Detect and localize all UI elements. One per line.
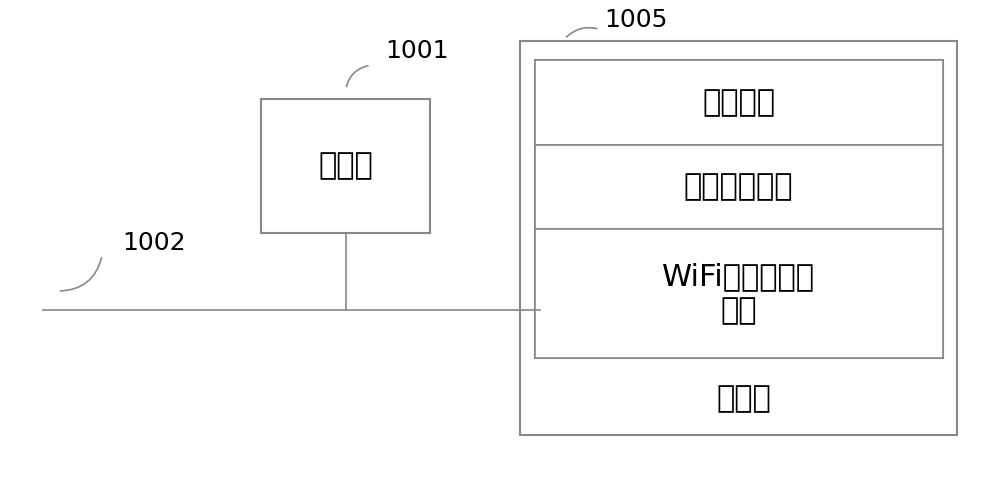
Bar — [261, 99, 430, 233]
Bar — [535, 144, 943, 228]
Text: 网络通信模块: 网络通信模块 — [684, 172, 793, 201]
Text: 存储器: 存储器 — [716, 384, 771, 414]
Bar — [535, 60, 943, 358]
Bar — [535, 228, 943, 358]
Text: 1002: 1002 — [122, 231, 186, 255]
Text: 1001: 1001 — [386, 39, 449, 63]
Text: 1005: 1005 — [604, 8, 668, 32]
Text: 处理器: 处理器 — [318, 152, 373, 181]
Text: 操作系统: 操作系统 — [702, 88, 775, 117]
Bar — [520, 41, 957, 435]
Bar — [535, 60, 943, 144]
Text: WiFi设备的配网
程序: WiFi设备的配网 程序 — [662, 262, 815, 325]
